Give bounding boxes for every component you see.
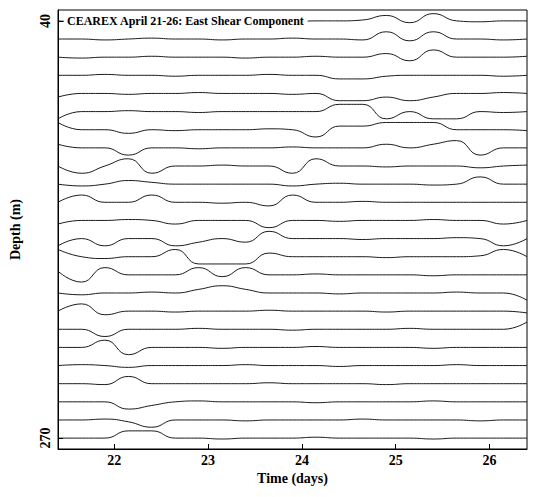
- svg-text:CEAREX April 21-26: East Shear: CEAREX April 21-26: East Shear Component: [67, 14, 304, 28]
- svg-text:Time (days): Time (days): [257, 471, 328, 487]
- svg-text:Depth (m): Depth (m): [8, 199, 24, 260]
- svg-text:22: 22: [107, 453, 121, 468]
- svg-text:270: 270: [38, 428, 53, 449]
- svg-text:40: 40: [38, 14, 53, 28]
- svg-text:24: 24: [295, 453, 309, 468]
- svg-text:25: 25: [389, 453, 403, 468]
- svg-text:26: 26: [482, 453, 496, 468]
- svg-text:23: 23: [201, 453, 215, 468]
